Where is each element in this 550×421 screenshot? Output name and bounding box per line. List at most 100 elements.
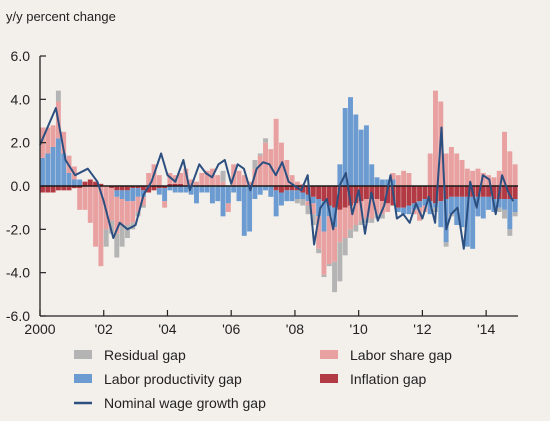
- bar-residual-gap: [220, 170, 226, 182]
- bar-labor-productivity-gap: [438, 201, 444, 228]
- bar-labor-productivity-gap: [284, 190, 290, 202]
- bar-inflation-gap: [401, 186, 407, 208]
- bar-inflation-gap: [66, 186, 72, 191]
- x-tick-label: '10: [350, 321, 368, 337]
- bar-labor-share-gap: [263, 142, 268, 186]
- bar-labor-productivity-gap: [231, 186, 237, 193]
- bar-labor-share-gap: [512, 164, 518, 186]
- bar-labor-productivity-gap: [358, 129, 364, 186]
- bar-labor-productivity-gap: [342, 108, 348, 186]
- bar-labor-productivity-gap: [454, 196, 460, 225]
- bar-inflation-gap: [87, 179, 93, 186]
- bar-inflation-gap: [438, 186, 444, 202]
- bar-labor-share-gap: [305, 201, 311, 206]
- bar-labor-share-gap: [475, 168, 481, 186]
- bar-labor-productivity-gap: [502, 199, 507, 210]
- bar-labor-productivity-gap: [470, 196, 476, 249]
- bar-labor-productivity-gap: [486, 196, 492, 210]
- bar-labor-productivity-gap: [156, 188, 162, 195]
- bar-labor-productivity-gap: [507, 199, 513, 230]
- bars-group: [40, 90, 518, 293]
- bar-labor-productivity-gap: [61, 153, 67, 186]
- bar-labor-share-gap: [188, 179, 194, 186]
- bar-labor-share-gap: [119, 199, 125, 225]
- bar-residual-gap: [300, 199, 306, 206]
- x-tick-label: '12: [413, 321, 431, 337]
- bar-inflation-gap: [337, 186, 343, 210]
- bar-labor-productivity-gap: [379, 179, 385, 186]
- bar-labor-share-gap: [448, 147, 454, 186]
- bar-labor-productivity-gap: [279, 192, 284, 206]
- bar-labor-share-gap: [342, 207, 348, 238]
- bar-labor-share-gap: [395, 175, 401, 186]
- bar-residual-gap: [124, 225, 130, 238]
- bar-labor-productivity-gap: [124, 190, 130, 202]
- bar-labor-productivity-gap: [77, 179, 83, 186]
- legend-label-inflation-gap: Inflation gap: [350, 371, 426, 387]
- legend-swatch-inflation-gap: [320, 374, 338, 383]
- bar-labor-productivity-gap: [215, 186, 221, 202]
- bar-labor-productivity-gap: [496, 199, 502, 208]
- bar-inflation-gap: [178, 183, 183, 186]
- bar-labor-productivity-gap: [50, 147, 56, 186]
- y-tick-label: 2.0: [11, 135, 31, 151]
- bar-inflation-gap: [151, 186, 157, 191]
- bar-inflation-gap: [50, 186, 56, 193]
- bar-residual-gap: [502, 209, 507, 219]
- bar-labor-share-gap: [257, 155, 263, 186]
- bar-inflation-gap: [289, 186, 295, 191]
- bar-labor-productivity-gap: [263, 186, 268, 191]
- bar-labor-share-gap: [236, 170, 242, 186]
- bar-inflation-gap: [443, 186, 449, 199]
- bar-inflation-gap: [130, 186, 136, 189]
- legend-swatch-labor-productivity-gap: [74, 374, 92, 383]
- bar-labor-share-gap: [496, 170, 502, 186]
- bar-labor-productivity-gap: [183, 186, 189, 193]
- bar-residual-gap: [252, 160, 258, 169]
- bar-inflation-gap: [454, 186, 460, 197]
- bar-residual-gap: [310, 214, 316, 225]
- bar-inflation-gap: [305, 186, 311, 195]
- y-tick-label: 4.0: [11, 91, 31, 107]
- bar-labor-share-gap: [443, 153, 449, 186]
- bar-residual-gap: [326, 264, 332, 267]
- bar-inflation-gap: [363, 186, 369, 199]
- y-axis-label: y/y percent change: [6, 9, 116, 24]
- bar-labor-productivity-gap: [390, 179, 396, 186]
- bar-inflation-gap: [82, 181, 88, 186]
- bar-residual-gap: [294, 199, 300, 204]
- bar-residual-gap: [353, 225, 359, 232]
- bar-labor-productivity-gap: [225, 186, 231, 204]
- bar-labor-share-gap: [225, 203, 231, 212]
- bar-labor-share-gap: [326, 216, 332, 264]
- bar-labor-productivity-gap: [135, 188, 141, 197]
- bar-labor-productivity-gap: [40, 157, 45, 186]
- bar-labor-productivity-gap: [459, 196, 465, 228]
- bar-labor-share-gap: [183, 168, 189, 186]
- line-group: [39, 107, 515, 250]
- bar-labor-share-gap: [77, 188, 83, 210]
- bar-labor-productivity-gap: [512, 199, 518, 212]
- bar-labor-share-gap: [241, 175, 247, 186]
- bar-labor-productivity-gap: [220, 186, 226, 217]
- bar-inflation-gap: [512, 186, 518, 199]
- bar-inflation-gap: [77, 186, 83, 189]
- bar-labor-productivity-gap: [209, 186, 215, 204]
- bar-inflation-gap: [411, 186, 417, 204]
- bar-residual-gap: [140, 205, 146, 208]
- bar-labor-productivity-gap: [385, 179, 391, 186]
- bar-inflation-gap: [93, 181, 99, 186]
- legend-swatch-labor-share-gap: [320, 350, 338, 359]
- bar-labor-productivity-gap: [427, 201, 433, 215]
- bar-inflation-gap: [167, 183, 173, 186]
- bar-labor-share-gap: [162, 201, 168, 208]
- bar-inflation-gap: [316, 186, 322, 199]
- bar-labor-share-gap: [337, 209, 343, 243]
- bar-labor-productivity-gap: [475, 196, 481, 217]
- bar-inflation-gap: [61, 186, 67, 191]
- legend-label-nominal-wage-growth-gap: Nominal wage growth gap: [104, 395, 266, 411]
- bar-labor-share-gap: [454, 153, 460, 186]
- bar-labor-share-gap: [87, 186, 93, 223]
